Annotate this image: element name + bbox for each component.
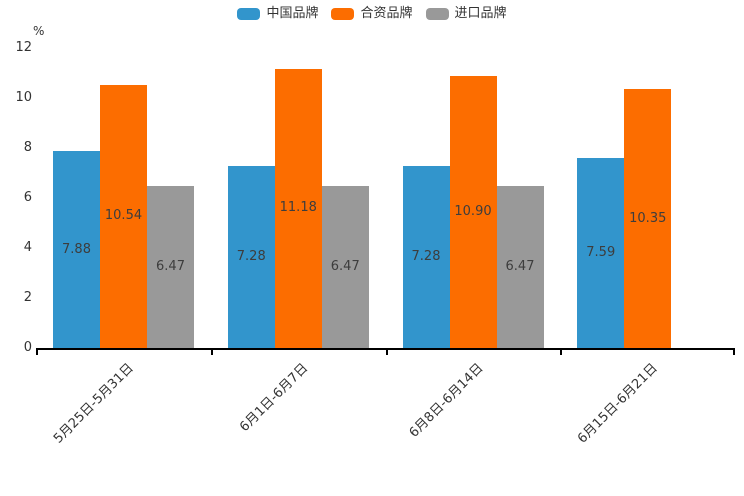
- x-tick: [560, 348, 563, 355]
- legend: 中国品牌 合资品牌 进口品牌: [0, 7, 744, 21]
- legend-label-joint-venture-brand: 合资品牌: [360, 6, 413, 21]
- bar-joint-venture-brand-group1: [100, 84, 147, 348]
- bar-value-label: 6.47: [505, 259, 535, 275]
- x-tick-label: 6月15日-6月21日: [575, 360, 662, 447]
- x-tick-label: 6月1日-6月7日: [237, 360, 312, 435]
- y-tick-label: 12: [15, 40, 32, 55]
- bar-value-label: 7.59: [586, 245, 616, 261]
- legend-label-china-brand: 中国品牌: [266, 6, 319, 21]
- legend-swatch-joint-venture-brand: [331, 8, 355, 20]
- bar-import-brand-group1: [147, 186, 194, 348]
- bar-import-brand-group2: [321, 186, 369, 348]
- y-tick-label: 0: [23, 340, 32, 355]
- bar-joint-venture-brand-group3: [449, 75, 497, 348]
- bar-value-label: 6.47: [330, 259, 360, 275]
- bar-import-brand-group3: [496, 186, 544, 348]
- x-tick-label: 5月25日-5月31日: [51, 360, 137, 447]
- legend-label-import-brand: 进口品牌: [454, 6, 507, 21]
- plot-area: 7.88 7.28 7.28 7.59 10.54 11.18 10.90 10.35 6.47…: [36, 48, 735, 447]
- legend-item-import-brand[interactable]: 进口品牌: [425, 6, 507, 21]
- bar-value-label: 7.88: [62, 241, 91, 257]
- y-axis-unit-label: %: [33, 24, 45, 38]
- bar-china-brand-group2: [227, 166, 275, 348]
- bar-china-brand-group3: [402, 166, 450, 348]
- x-tick: [210, 348, 213, 355]
- legend-swatch-china-brand: [237, 8, 261, 20]
- y-tick-label: 2: [23, 290, 32, 305]
- bar-value-label: 10.35: [629, 210, 667, 226]
- x-tick: [733, 348, 735, 355]
- bar-china-brand-group4: [577, 158, 625, 348]
- bar-joint-venture-brand-group2: [274, 68, 322, 348]
- x-tick: [36, 348, 38, 355]
- legend-item-china-brand[interactable]: 中国品牌: [237, 7, 318, 21]
- x-tick: [385, 348, 388, 355]
- x-tick-label: 6月8日-6月14日: [406, 360, 487, 441]
- legend-item-joint-venture-brand[interactable]: 合资品牌: [331, 6, 413, 21]
- bar-value-label: 6.47: [156, 259, 185, 275]
- bar-value-label: 7.28: [411, 249, 441, 264]
- bar-joint-venture-brand-group4: [624, 89, 672, 348]
- legend-swatch-import-brand: [425, 8, 449, 20]
- bar-china-brand-group1: [53, 151, 100, 348]
- bar-value-label: 11.18: [279, 200, 317, 216]
- y-tick-label: 8: [23, 140, 32, 155]
- bar-value-label: 10.90: [454, 203, 492, 219]
- y-tick-label: 4: [23, 240, 32, 255]
- bar-value-label: 7.28: [236, 249, 266, 264]
- bar-value-label: 10.54: [104, 208, 143, 224]
- y-tick-label: 6: [23, 190, 32, 205]
- y-tick-label: 10: [15, 90, 32, 105]
